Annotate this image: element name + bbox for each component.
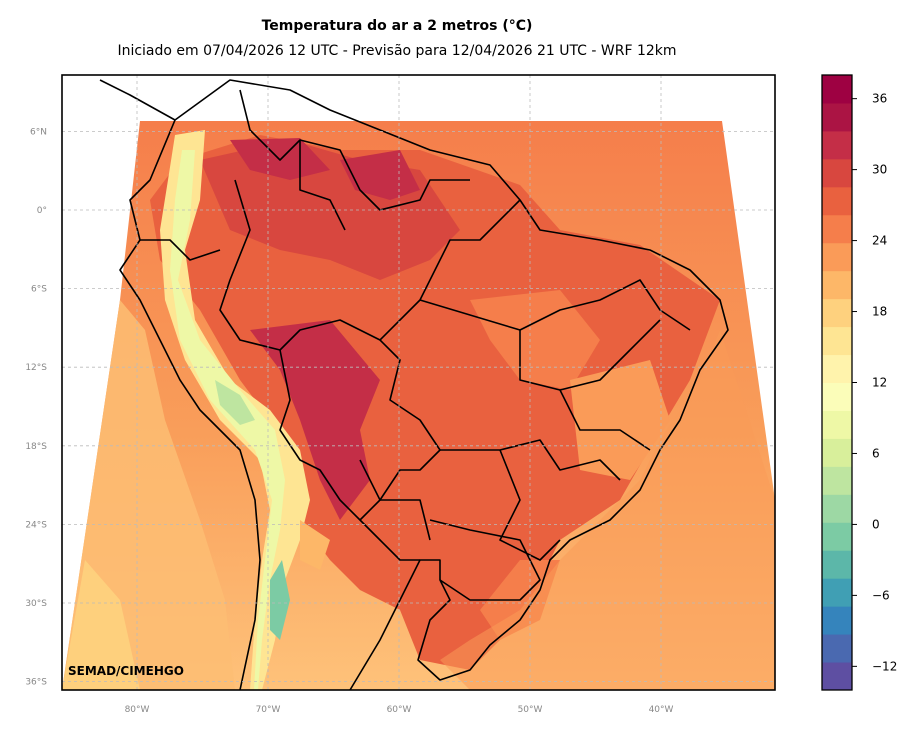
- colorbar-segment: [822, 354, 852, 383]
- lat-tick-label: 24°S: [25, 520, 47, 530]
- lat-tick-label: 12°S: [25, 363, 47, 373]
- lat-tick-label: 36°S: [25, 678, 47, 688]
- temperature-field: [62, 121, 775, 690]
- axis-ticks: 80°W 70°W 60°W 50°W 40°W 6°N 0° 6°S 12°S 18°S 24°S…: [25, 127, 673, 715]
- colorbar-segment: [822, 410, 852, 439]
- colorbar-tick-label: 6: [872, 446, 880, 460]
- lon-tick-label: 60°W: [387, 705, 412, 715]
- lon-tick-label: 50°W: [518, 705, 543, 715]
- pacific-coastline: [119, 119, 261, 690]
- colorbar-segment: [822, 186, 852, 216]
- map-title: Temperatura do ar a 2 metros (°C): [261, 18, 533, 34]
- lon-tick-label: 70°W: [256, 705, 281, 715]
- colorbar-tick-label: −6: [872, 588, 890, 602]
- colorbar-segment: [822, 298, 852, 328]
- colorbar-segment: [822, 158, 852, 188]
- lat-tick-label: 6°N: [30, 127, 47, 137]
- colorbar-segment: [822, 382, 852, 411]
- colorbar-segment: [822, 466, 852, 495]
- colorbar-segment: [822, 326, 852, 356]
- lon-tick-label: 80°W: [125, 705, 150, 715]
- colorbar-tick-label: −12: [872, 659, 897, 673]
- lon-tick-label: 40°W: [649, 705, 674, 715]
- colorbar-segment: [822, 634, 852, 663]
- south-america-coastline: [99, 79, 729, 690]
- colorbar-tick-label: 0: [872, 517, 880, 531]
- credit-label: SEMAD/CIMEHGO: [68, 664, 184, 678]
- colorbar-segment: [822, 494, 852, 523]
- colorbar: [822, 75, 852, 691]
- colorbar-segment: [822, 242, 852, 272]
- colorbar-tick-label: 24: [872, 234, 887, 248]
- colorbar-segment: [822, 130, 852, 160]
- land-hot-area: [150, 135, 720, 670]
- colorbar-tick-label: 36: [872, 92, 887, 106]
- lat-tick-label: 0°: [37, 206, 47, 216]
- map-frame: [61, 74, 776, 691]
- colorbar-tick-label: 18: [872, 305, 887, 319]
- colorbar-segment: [822, 606, 852, 635]
- colorbar-tick-label: 12: [872, 376, 887, 390]
- colorbar-segment: [822, 578, 852, 607]
- lat-tick-label: 18°S: [25, 442, 47, 452]
- graticule: [62, 75, 775, 690]
- lat-tick-label: 6°S: [31, 285, 47, 295]
- colorbar-segment: [822, 75, 852, 104]
- colorbar-tick-label: 30: [872, 163, 887, 177]
- colorbar-segment: [822, 550, 852, 579]
- colorbar-segment: [822, 522, 852, 551]
- borders: [99, 79, 729, 690]
- map-subtitle: Iniciado em 07/04/2026 12 UTC - Previsão…: [117, 43, 677, 59]
- colorbar-segment: [822, 662, 852, 691]
- colorbar-segment: [822, 102, 852, 132]
- colorbar-segment: [822, 214, 852, 244]
- colorbar-segment: [822, 438, 852, 467]
- lat-tick-label: 30°S: [25, 599, 47, 609]
- colorbar-segment: [822, 270, 852, 300]
- colorbar-ticks: 36 30 24 18 12 6 0 −6 −12: [852, 92, 897, 673]
